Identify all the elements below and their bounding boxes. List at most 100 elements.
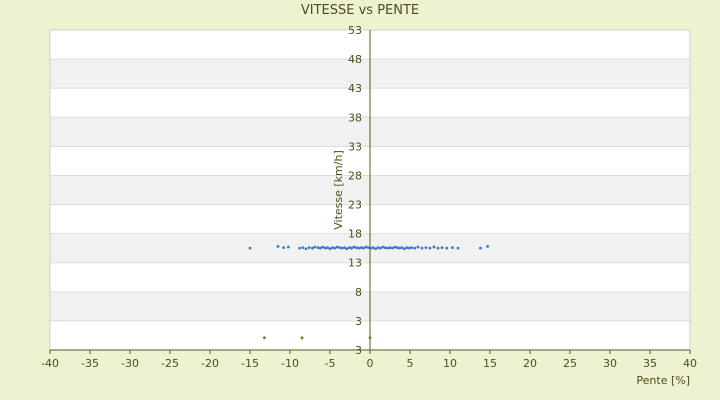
data-point: [313, 245, 317, 249]
data-point: [248, 246, 252, 250]
data-point: [352, 245, 356, 249]
data-point: [381, 245, 385, 249]
x-tick-label: -10: [281, 357, 299, 370]
data-point: [343, 246, 346, 250]
data-point: [333, 246, 337, 250]
y-tick-label: 18: [348, 228, 362, 241]
data-point: [416, 245, 420, 249]
x-axis-label: Pente [%]: [636, 374, 690, 387]
data-point: [350, 246, 353, 250]
data-point: [307, 246, 311, 250]
data-point: [388, 246, 392, 250]
data-point: [371, 246, 375, 250]
x-tick-label: 35: [643, 357, 657, 370]
y-tick-label: 43: [348, 82, 362, 95]
data-point: [451, 246, 454, 250]
data-point: [355, 246, 358, 250]
data-point: [321, 245, 325, 249]
data-point: [386, 246, 389, 250]
data-point: [287, 245, 290, 249]
data-point: [347, 246, 351, 250]
data-point: [364, 245, 368, 249]
data-point: [436, 246, 440, 250]
data-point: [405, 246, 409, 250]
data-point: [369, 246, 373, 250]
y-axis-label: Vitesse [km/h]: [332, 150, 345, 230]
data-point: [395, 246, 399, 250]
data-point: [428, 246, 432, 250]
data-point: [413, 246, 417, 250]
x-tick-label: 15: [483, 357, 497, 370]
data-point: [263, 336, 266, 340]
data-point: [323, 246, 327, 250]
data-point: [445, 246, 449, 250]
y-tick-label: 28: [348, 169, 362, 182]
data-point: [357, 246, 361, 250]
y-tick-label: 53: [348, 24, 362, 37]
data-point: [374, 247, 377, 251]
data-point: [393, 245, 397, 249]
y-tick-label: 33: [348, 140, 362, 153]
data-point: [359, 246, 363, 250]
data-point: [328, 247, 332, 251]
data-point: [410, 246, 413, 250]
data-point: [319, 246, 322, 250]
data-point: [400, 246, 404, 250]
data-point: [316, 246, 320, 250]
data-point: [407, 246, 411, 250]
x-tick-label: -20: [201, 357, 219, 370]
x-tick-label: -25: [161, 357, 179, 370]
data-point: [383, 246, 387, 250]
data-point: [456, 246, 460, 250]
data-point: [432, 245, 436, 249]
data-point: [276, 245, 280, 248]
y-tick-label: 38: [348, 111, 362, 124]
data-point: [440, 246, 444, 250]
y-tick-label: 8: [355, 286, 362, 299]
x-tick-label: 30: [603, 357, 617, 370]
y-tick-label: 48: [348, 53, 362, 66]
y-tick-label: 13: [348, 257, 362, 270]
data-point: [311, 246, 314, 250]
data-point: [486, 245, 489, 248]
data-point: [338, 246, 341, 250]
data-point: [300, 336, 304, 340]
x-tick-label: -35: [81, 357, 99, 370]
data-point: [304, 247, 308, 251]
data-point: [298, 246, 301, 250]
data-point: [420, 246, 424, 250]
x-tick-label: 10: [443, 357, 457, 370]
y-tick-label: 3: [355, 344, 362, 357]
data-point: [362, 246, 365, 250]
data-point: [368, 336, 372, 340]
data-point: [379, 246, 382, 250]
data-point: [326, 246, 329, 250]
x-tick-label: -30: [121, 357, 139, 370]
data-point: [282, 246, 285, 250]
data-points: [248, 245, 489, 340]
data-point: [335, 245, 339, 249]
data-point: [301, 246, 305, 250]
chart-title: VITESSE vs PENTE: [301, 3, 419, 18]
y-tick-label: 3: [355, 315, 362, 328]
x-tick-labels: -40 -35 -30 -25 -20 -15 -10 -5 0 5 10 15 20 25 30 35 40: [41, 350, 697, 370]
data-point: [376, 246, 380, 250]
data-point: [331, 246, 334, 250]
data-point: [340, 246, 344, 250]
data-point: [391, 246, 394, 250]
x-tick-label: 5: [407, 357, 414, 370]
data-point: [398, 246, 401, 250]
x-tick-label: 0: [367, 357, 374, 370]
data-point: [367, 246, 370, 250]
x-tick-label: 20: [523, 357, 537, 370]
data-point: [424, 246, 428, 250]
x-tick-label: 40: [683, 357, 697, 370]
data-point: [479, 246, 482, 250]
x-tick-label: -40: [41, 357, 59, 370]
x-tick-label: 25: [563, 357, 577, 370]
data-point: [345, 247, 349, 251]
y-tick-label: 23: [348, 199, 362, 212]
data-point: [403, 247, 406, 251]
